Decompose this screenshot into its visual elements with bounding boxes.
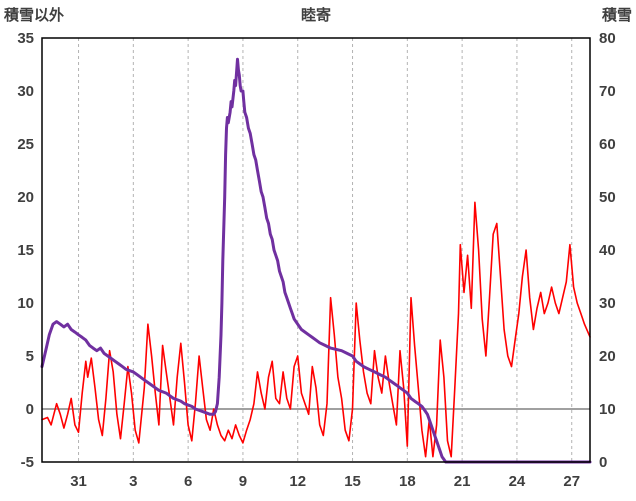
x-tick-label: 18 [399, 473, 416, 490]
right-tick-label: 80 [599, 30, 616, 47]
series-line-left [41, 201, 591, 458]
left-tick-label: 30 [17, 83, 34, 100]
left-tick-label: -5 [21, 454, 34, 471]
right-tick-label: 30 [599, 295, 616, 312]
x-tick-label: 15 [344, 473, 361, 490]
x-tick-label: 6 [184, 473, 192, 490]
right-tick-label: 10 [599, 401, 616, 418]
x-tick-label: 27 [563, 473, 580, 490]
right-tick-label: 60 [599, 136, 616, 153]
left-tick-label: 10 [17, 295, 34, 312]
right-tick-label: 50 [599, 189, 616, 206]
x-tick-label: 31 [70, 473, 87, 490]
left-axis-title: 積雪以外 [3, 6, 64, 24]
x-tick-label: 21 [454, 473, 471, 490]
x-tick-label: 3 [129, 473, 137, 490]
left-tick-label: 25 [17, 136, 34, 153]
x-tick-label: 12 [289, 473, 306, 490]
plot-frame [41, 37, 591, 463]
chart-title: 睦寄 [301, 6, 331, 24]
right-tick-label: 70 [599, 83, 616, 100]
x-tick-label: 24 [509, 473, 526, 490]
x-tick-label: 9 [239, 473, 247, 490]
right-tick-label: 40 [599, 242, 616, 259]
right-tick-label: 0 [599, 454, 607, 471]
left-tick-label: 35 [17, 30, 34, 47]
left-tick-label: 15 [17, 242, 34, 259]
left-tick-label: 5 [26, 348, 34, 365]
series-line-right [40, 57, 592, 464]
left-tick-label: 20 [17, 189, 34, 206]
right-tick-label: 20 [599, 348, 616, 365]
right-axis-title: 積雪 [601, 6, 632, 24]
left-tick-label: 0 [26, 401, 34, 418]
